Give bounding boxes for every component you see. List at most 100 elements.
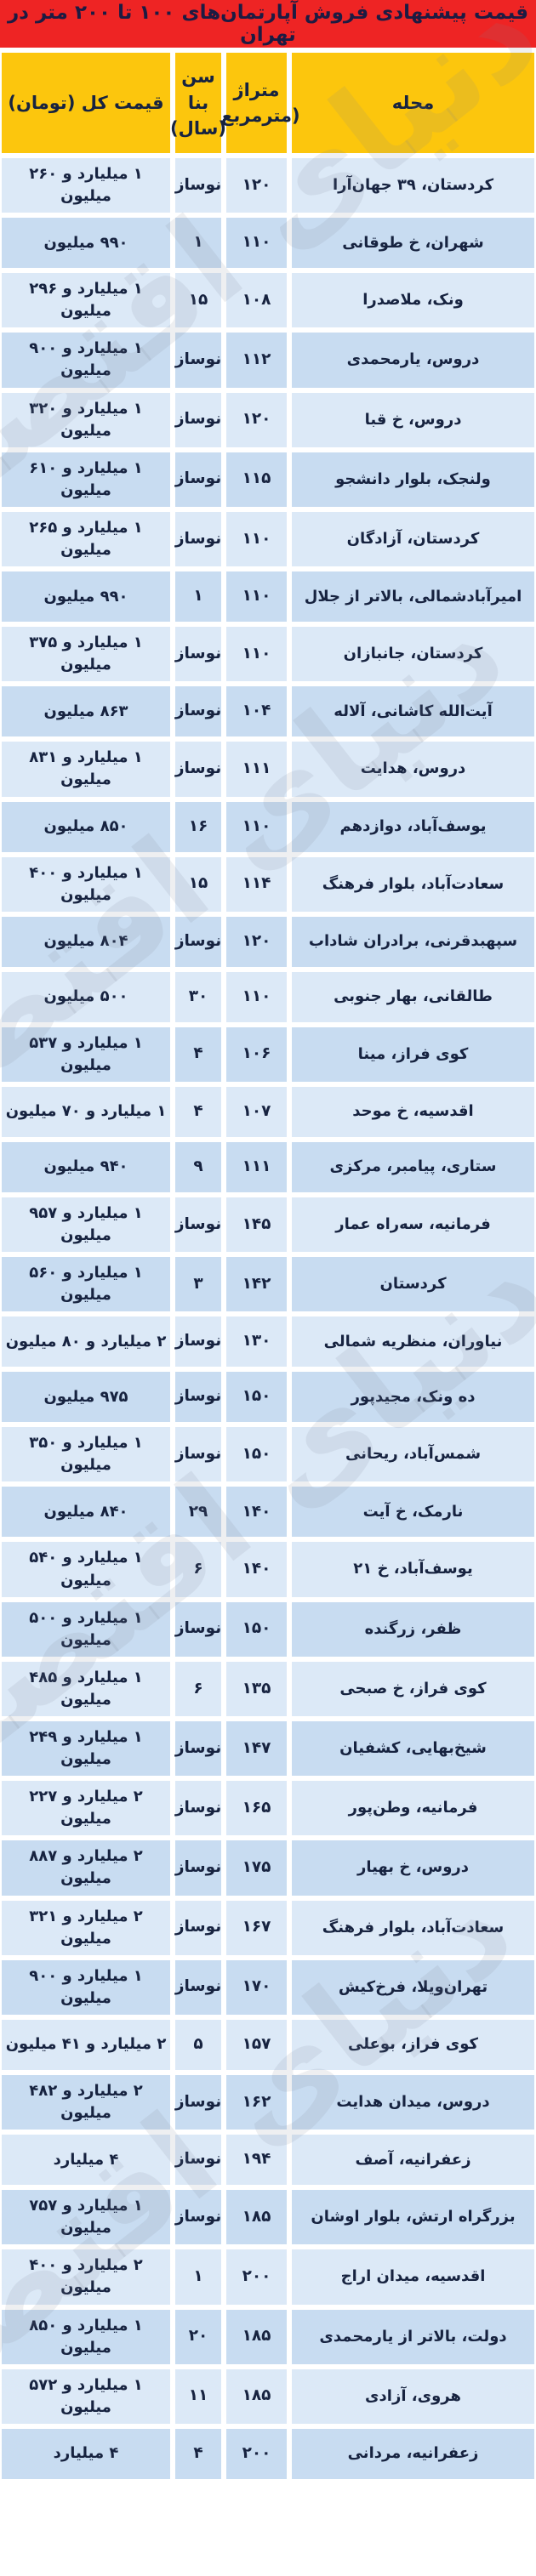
- table-row: سعادت‌آباد، بلوار فرهنگ ۱۶۷ نوساز ۲ میلی…: [2, 1900, 534, 1955]
- cell-price: ۱ میلیارد و ۸۳۱ میلیون: [2, 742, 170, 797]
- cell-area: ۱۱۰: [226, 511, 287, 567]
- cell-price: ۱ میلیارد و ۳۷۵ میلیون: [2, 627, 170, 682]
- cell-age: ۴: [175, 1086, 221, 1137]
- cell-area: ۱۴۰: [226, 1542, 287, 1597]
- cell-age: نوساز: [175, 2074, 221, 2130]
- table-row: بزرگراه ارتش، بلوار اوشان ۱۸۵ نوساز ۱ می…: [2, 2190, 534, 2245]
- cell-age: ۱: [175, 2249, 221, 2305]
- cell-neighborhood: زعفرانیه، مردانی: [292, 2428, 534, 2479]
- cell-age: نوساز: [175, 1781, 221, 1836]
- cell-area: ۱۴۲: [226, 1257, 287, 1312]
- cell-age: نوساز: [175, 1900, 221, 1955]
- cell-area: ۱۱۰: [226, 971, 287, 1022]
- cell-area: ۱۴۰: [226, 1487, 287, 1538]
- cell-price: ۹۹۰ میلیون: [2, 218, 170, 269]
- cell-neighborhood: شهران، خ طوقانی: [292, 218, 534, 269]
- cell-area: ۱۸۵: [226, 2368, 287, 2424]
- cell-neighborhood: دروس، خ بهیار: [292, 1840, 534, 1896]
- cell-age: ۲۹: [175, 1487, 221, 1538]
- cell-price: ۴ میلیارد: [2, 2135, 170, 2186]
- cell-area: ۱۲۰: [226, 158, 287, 213]
- table-row: یوسف‌آباد، دوازدهم ۱۱۰ ۱۶ ۸۵۰ میلیون: [2, 801, 534, 852]
- cell-neighborhood: دروس، میدان هدایت: [292, 2074, 534, 2130]
- cell-price: ۵۰۰ میلیون: [2, 971, 170, 1022]
- cell-area: ۲۰۰: [226, 2249, 287, 2305]
- cell-neighborhood: یوسف‌آباد، خ ۲۱: [292, 1542, 534, 1597]
- cell-neighborhood: دروس، یارمحمدی: [292, 333, 534, 388]
- cell-area: ۱۲۰: [226, 916, 287, 967]
- cell-neighborhood: کوی فراز، مینا: [292, 1026, 534, 1082]
- table-row: زعفرانیه، مردانی ۲۰۰ ۴ ۴ میلیارد: [2, 2428, 534, 2479]
- cell-price: ۸۶۳ میلیون: [2, 686, 170, 737]
- table-row: کوی فراز، بوعلی ۱۵۷ ۵ ۲ میلیارد و ۴۱ میل…: [2, 2019, 534, 2070]
- cell-age: ۱۵: [175, 273, 221, 328]
- cell-neighborhood: دروس، هدایت: [292, 742, 534, 797]
- table-row: هروی، آزادی ۱۸۵ ۱۱ ۱ میلیارد و ۵۷۲ میلیو…: [2, 2368, 534, 2424]
- cell-age: نوساز: [175, 1316, 221, 1368]
- cell-area: ۱۶۵: [226, 1781, 287, 1836]
- cell-age: نوساز: [175, 627, 221, 682]
- cell-price: ۲ میلیارد و ۴۸۲ میلیون: [2, 2074, 170, 2130]
- table-row: نیاوران، منظریه شمالی ۱۳۰ نوساز ۲ میلیار…: [2, 1316, 534, 1368]
- table-row: یوسف‌آباد، خ ۲۱ ۱۴۰ ۶ ۱ میلیارد و ۵۴۰ می…: [2, 1542, 534, 1597]
- cell-neighborhood: کردستان، جانبازان: [292, 627, 534, 682]
- cell-neighborhood: شیخ‌بهایی، کشفیان: [292, 1721, 534, 1777]
- price-table: محله متراژ (مترمربع) سن بنا (سال) قیمت ک…: [0, 48, 536, 2488]
- header-area-label: متراژ: [233, 79, 280, 100]
- table-row: اقدسیه، میدان اراج ۲۰۰ ۱ ۲ میلیارد و ۴۰۰…: [2, 2249, 534, 2305]
- header-age-unit: (سال): [170, 118, 226, 139]
- cell-price: ۱ میلیارد و ۳۵۰ میلیون: [2, 1427, 170, 1482]
- cell-neighborhood: ستاری، پیامبر، مرکزی: [292, 1141, 534, 1192]
- cell-price: ۱ میلیارد و ۹۰۰ میلیون: [2, 1959, 170, 2015]
- cell-price: ۱ میلیارد و ۴۰۰ میلیون: [2, 856, 170, 912]
- table-row: فرمانیه، وطن‌پور ۱۶۵ نوساز ۲ میلیارد و ۲…: [2, 1781, 534, 1836]
- header-area: متراژ (مترمربع): [213, 53, 300, 153]
- cell-age: نوساز: [175, 2190, 221, 2245]
- cell-neighborhood: اقدسیه، خ موحد: [292, 1086, 534, 1137]
- cell-area: ۱۱۰: [226, 627, 287, 682]
- table-row: نارمک، خ آیت ۱۴۰ ۲۹ ۸۴۰ میلیون: [2, 1487, 534, 1538]
- cell-area: ۱۰۴: [226, 686, 287, 737]
- cell-area: ۱۱۵: [226, 452, 287, 507]
- cell-age: ۱۵: [175, 856, 221, 912]
- cell-price: ۸۵۰ میلیون: [2, 801, 170, 852]
- table-body: کردستان، ۳۹ جهان‌آرا ۱۲۰ نوساز ۱ میلیارد…: [2, 158, 534, 2479]
- cell-age: ۴: [175, 2428, 221, 2479]
- cell-area: ۱۷۵: [226, 1840, 287, 1896]
- cell-age: ۳: [175, 1257, 221, 1312]
- header-neighborhood-label: محله: [391, 92, 435, 113]
- cell-price: ۱ میلیارد و ۲۹۶ میلیون: [2, 273, 170, 328]
- cell-neighborhood: سعادت‌آباد، بلوار فرهنگ: [292, 1900, 534, 1955]
- cell-area: ۱۱۰: [226, 218, 287, 269]
- table-row: دروس، یارمحمدی ۱۱۲ نوساز ۱ میلیارد و ۹۰۰…: [2, 333, 534, 388]
- cell-price: ۲ میلیارد و ۲۲۷ میلیون: [2, 1781, 170, 1836]
- cell-age: نوساز: [175, 2135, 221, 2186]
- apartment-price-table-page: قیمت پیشنهادی فروش آپارتمان‌های ۱۰۰ تا ۲…: [0, 0, 536, 2488]
- table-row: طالقانی، بهار جنوبی ۱۱۰ ۳۰ ۵۰۰ میلیون: [2, 971, 534, 1022]
- cell-neighborhood: ده ونک، مجیدپور: [292, 1372, 534, 1423]
- cell-price: ۱ میلیارد و ۲۶۵ میلیون: [2, 511, 170, 567]
- cell-price: ۱ میلیارد و ۵۶۰ میلیون: [2, 1257, 170, 1312]
- cell-neighborhood: بزرگراه ارتش، بلوار اوشان: [292, 2190, 534, 2245]
- cell-price: ۱ میلیارد و ۵۷۲ میلیون: [2, 2368, 170, 2424]
- cell-neighborhood: طالقانی، بهار جنوبی: [292, 971, 534, 1022]
- cell-price: ۱ میلیارد و ۸۵۰ میلیون: [2, 2309, 170, 2364]
- cell-neighborhood: فرمانیه، سه‌راه عمار: [292, 1197, 534, 1253]
- cell-area: ۱۱۲: [226, 333, 287, 388]
- cell-price: ۲ میلیارد و ۸۰ میلیون: [2, 1316, 170, 1368]
- cell-price: ۱ میلیارد و ۵۰۰ میلیون: [2, 1601, 170, 1657]
- cell-price: ۹۹۰ میلیون: [2, 571, 170, 623]
- cell-area: ۱۷۰: [226, 1959, 287, 2015]
- cell-price: ۱ میلیارد و ۵۳۷ میلیون: [2, 1026, 170, 1082]
- cell-age: ۲۰: [175, 2309, 221, 2364]
- cell-price: ۱ میلیارد و ۷۰ میلیون: [2, 1086, 170, 1137]
- table-row: کوی فراز، مینا ۱۰۶ ۴ ۱ میلیارد و ۵۳۷ میل…: [2, 1026, 534, 1082]
- cell-age: ۹: [175, 1141, 221, 1192]
- table-row: شمس‌آباد، ریحانی ۱۵۰ نوساز ۱ میلیارد و ۳…: [2, 1427, 534, 1482]
- cell-area: ۱۰۸: [226, 273, 287, 328]
- cell-price: ۲ میلیارد و ۴۱ میلیون: [2, 2019, 170, 2070]
- table-row: سعادت‌آباد، بلوار فرهنگ ۱۱۴ ۱۵ ۱ میلیارد…: [2, 856, 534, 912]
- cell-age: نوساز: [175, 392, 221, 447]
- cell-age: نوساز: [175, 1840, 221, 1896]
- cell-area: ۱۲۰: [226, 392, 287, 447]
